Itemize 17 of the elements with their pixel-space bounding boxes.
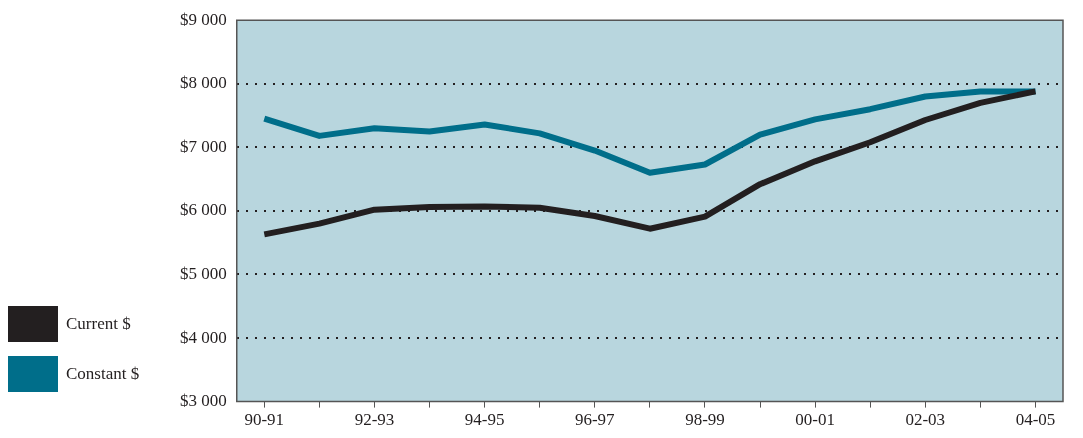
x-tick-label: 00-01 [795, 410, 835, 430]
y-tick-label: $8 000 [180, 73, 227, 93]
legend-label: Current $ [66, 314, 131, 334]
x-tick-label: 90-91 [244, 410, 285, 430]
y-tick-label: $5 000 [180, 263, 227, 283]
x-tick-label: 94-95 [464, 410, 505, 430]
x-tick-label: 92-93 [354, 410, 395, 430]
x-tick-label: 02-03 [905, 410, 946, 430]
y-tick-label: $7 000 [180, 136, 227, 156]
x-tick-label: 04-05 [1015, 410, 1056, 430]
y-tick-label: $3 000 [180, 391, 227, 411]
y-tick-label: $4 000 [180, 327, 227, 347]
x-tick-label: 96-97 [574, 410, 616, 430]
y-tick-label: $6 000 [180, 200, 227, 220]
y-tick-label: $9 000 [180, 9, 227, 29]
legend-label: Constant $ [66, 364, 140, 384]
x-tick-label: 98-99 [685, 410, 725, 430]
